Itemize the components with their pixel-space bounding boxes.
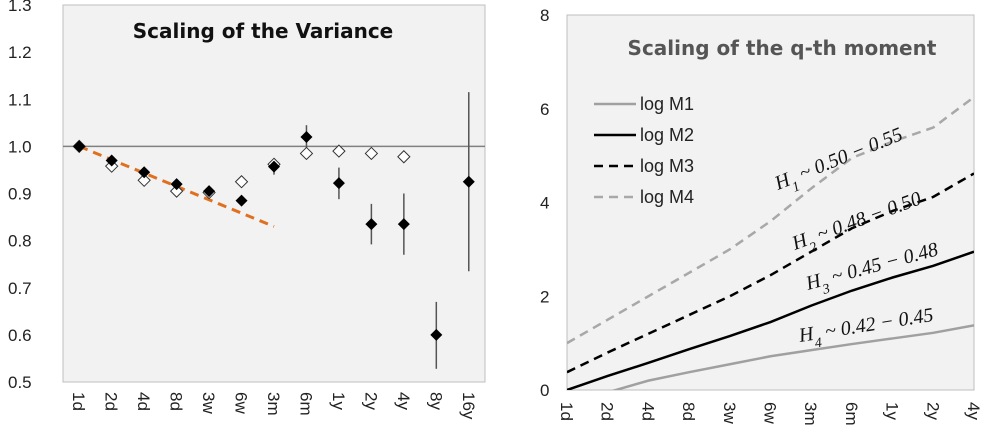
hurst-subscript: 2: [807, 239, 819, 255]
variance-y-tick-label: 0.6: [8, 326, 32, 345]
moment-lines: [567, 96, 974, 390]
filled-diamond-point: [235, 194, 248, 207]
filled-diamond-point: [170, 178, 183, 191]
hurst-subscript: 4: [814, 335, 823, 351]
legend-label-m4: log M4: [640, 187, 694, 207]
legend-label-m3: log M3: [640, 156, 694, 176]
moment-x-tick-label: 2d: [598, 402, 617, 421]
filled-diamond-point: [397, 218, 410, 231]
variance-y-tick-label: 0.8: [8, 232, 32, 251]
filled-diamond-point: [138, 166, 151, 179]
moment-y-tick-label: 4: [540, 194, 549, 213]
variance-x-tick-label: 6m: [296, 392, 315, 416]
variance-x-tick-label: 1d: [69, 392, 88, 411]
filled-diamond-point: [365, 218, 378, 231]
variance-x-tick-label: 2d: [102, 392, 121, 411]
variance-chart-title: Scaling of the Variance: [133, 19, 393, 43]
variance-y-tick-label: 0.9: [8, 185, 32, 204]
variance-y-ticks: 0.5 0.6 0.7 0.8 0.9 1.0 1.1 1.2 1.3: [8, 0, 32, 392]
filled-diamond-point: [332, 177, 345, 190]
legend-label-m2: log M2: [640, 125, 694, 145]
filled-diamond-point: [268, 160, 280, 173]
variance-y-tick-label: 1.2: [8, 43, 32, 62]
moment-x-tick-label: 3w: [720, 402, 739, 424]
variance-x-tick-label: 1y: [329, 392, 348, 410]
filled-diamond-point: [203, 185, 216, 198]
variance-x-tick-label: 8y: [426, 392, 445, 410]
moment-x-tick-label: 1y: [883, 402, 902, 420]
legend-label-m1: log M1: [640, 94, 694, 114]
series-line-m2: [567, 250, 974, 390]
open-diamond-point: [397, 150, 411, 164]
moment-y-tick-label: 6: [540, 100, 549, 119]
variance-y-tick-label: 1.3: [8, 0, 32, 15]
variance-x-tick-label: 2y: [361, 392, 380, 410]
moment-x-tick-label: 2y: [923, 402, 942, 420]
moment-x-ticks: 1d 2d 4d 8d 3w 6w 3m 6m 1y 2y 4y: [557, 402, 983, 426]
variance-y-tick-label: 0.5: [8, 373, 32, 392]
open-diamond-point: [299, 146, 314, 161]
moment-x-tick-label: 4d: [638, 402, 657, 421]
moment-x-tick-label: 4y: [964, 402, 983, 420]
variance-x-tick-label: 4y: [394, 392, 413, 410]
moment-y-ticks: 0 2 4 6 8: [540, 6, 549, 400]
moment-y-tick-label: 2: [540, 287, 549, 306]
open-diamond-point: [137, 173, 151, 188]
filled-diamond-point: [300, 130, 313, 143]
variance-x-tick-label: 6w: [232, 392, 251, 414]
series-line-m4: [567, 96, 974, 345]
hurst-symbol: H: [796, 323, 816, 347]
moment-chart: Scaling of the q-th moment 0 2 4 6 8 1d 2d 4d 8…: [540, 6, 983, 426]
filled-diamond-point: [105, 154, 118, 167]
variance-x-tick-label: 3w: [199, 392, 218, 414]
variance-plot-area: [62, 4, 486, 383]
moment-x-tick-label: 6m: [842, 402, 861, 426]
variance-y-tick-label: 1.0: [8, 137, 32, 156]
variance-y-tick-label: 0.7: [8, 279, 32, 298]
series-line-m1: [611, 324, 974, 390]
moment-chart-title: Scaling of the q-th moment: [628, 36, 937, 60]
moment-x-tick-label: 1d: [557, 402, 576, 421]
variance-x-tick-label: 3m: [264, 392, 283, 416]
moment-y-tick-label: 8: [540, 6, 549, 25]
variance-chart: Scaling of the Variance 0.5 0.6 0.7 0.8 0.9 1…: [8, 0, 486, 420]
open-diamond-point: [234, 175, 249, 189]
moment-x-tick-label: 6w: [761, 402, 780, 424]
open-diamond-point: [332, 144, 346, 158]
moment-x-tick-label: 8d: [679, 402, 698, 421]
moment-x-tick-label: 3m: [801, 402, 820, 426]
variance-marks: [63, 92, 485, 369]
variance-x-tick-label: 8d: [167, 392, 186, 411]
variance-y-tick-label: 1.1: [8, 90, 32, 109]
series-line-m3: [567, 172, 974, 374]
moment-y-tick-label: 0: [540, 381, 549, 400]
filled-diamond-point: [462, 175, 475, 188]
hurst-subscript: 3: [820, 281, 832, 298]
filled-diamond-point: [73, 140, 86, 153]
variance-x-ticks: 1d 2d 4d 8d 3w 6w 3m 6m 1y 2y 4y 8y 16y: [69, 392, 478, 420]
moment-plot-area: [566, 14, 975, 391]
variance-x-tick-label: 4d: [134, 392, 153, 411]
open-diamond-point: [364, 146, 379, 161]
open-diamond-point: [169, 184, 184, 198]
moment-legend: log M1 log M2 log M3 log M4: [594, 94, 694, 207]
variance-x-tick-label: 16y: [459, 392, 478, 420]
filled-diamond-point: [430, 328, 443, 341]
